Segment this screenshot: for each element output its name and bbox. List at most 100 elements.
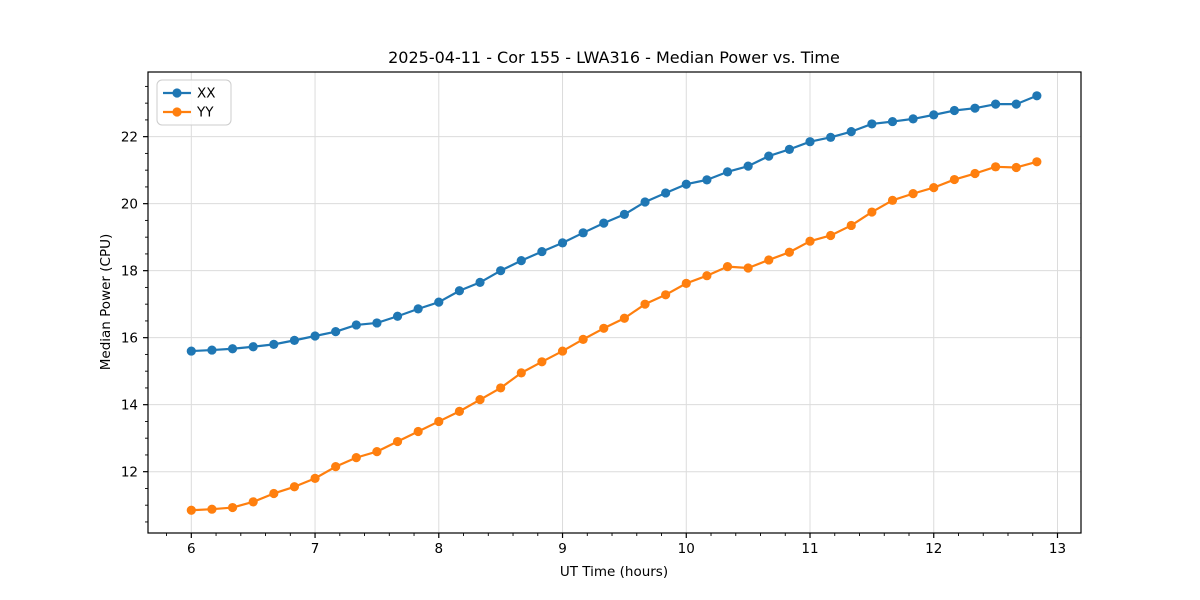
data-point-xx — [1011, 99, 1021, 109]
data-point-yy — [991, 162, 1001, 172]
data-point-yy — [537, 357, 547, 367]
data-point-yy — [846, 220, 856, 231]
legend-item-yy: YY — [163, 105, 214, 121]
legend: XX YY — [156, 79, 232, 126]
x-tick-label: 6 — [187, 541, 196, 557]
y-axis-label: Median Power (CPU) — [98, 234, 114, 370]
y-tick-label: 18 — [121, 263, 138, 279]
x-tick-label: 10 — [678, 541, 695, 557]
x-tick-label: 11 — [801, 541, 818, 557]
data-point-xx — [248, 342, 258, 352]
data-point-xx — [413, 304, 423, 314]
legend-item-xx: XX — [163, 86, 216, 102]
data-point-yy — [929, 182, 939, 193]
data-point-xx — [434, 297, 444, 307]
data-point-yy — [413, 426, 423, 437]
chart-title: 2025-04-11 - Cor 155 - LWA316 - Median P… — [388, 48, 840, 67]
data-point-yy — [764, 255, 774, 265]
data-point-xx — [269, 339, 279, 349]
data-point-yy — [351, 453, 361, 463]
data-point-xx — [207, 345, 217, 355]
data-point-xx — [784, 144, 794, 154]
y-tick-label: 16 — [121, 330, 138, 346]
data-point-yy — [1032, 157, 1042, 167]
y-tick-label: 12 — [121, 464, 138, 480]
data-point-xx — [722, 167, 733, 177]
data-point-yy — [826, 230, 836, 241]
series-yy — [186, 157, 1042, 515]
x-tick-label: 9 — [558, 541, 567, 557]
data-point-yy — [269, 488, 279, 499]
data-point-xx — [578, 228, 588, 238]
data-point-yy — [186, 505, 196, 515]
data-point-yy — [743, 263, 753, 273]
series-line-xx — [191, 94, 1038, 353]
axis-ticks: 6 7 8 9 10 11 12 13 12 14 16 18 20 22 — [121, 85, 1066, 557]
y-tick-label: 22 — [121, 129, 138, 145]
data-point-yy — [887, 195, 898, 205]
data-point-yy — [970, 168, 980, 179]
x-tick-label: 8 — [434, 541, 443, 557]
data-point-xx — [392, 311, 403, 321]
data-point-xx — [826, 132, 836, 142]
data-point-xx — [743, 161, 753, 171]
data-point-xx — [991, 99, 1001, 109]
data-point-xx — [496, 266, 506, 276]
x-tick-label: 12 — [925, 541, 942, 557]
data-point-xx — [310, 331, 320, 341]
data-point-yy — [661, 290, 671, 300]
data-point-yy — [289, 482, 300, 492]
data-point-yy — [392, 436, 403, 447]
data-point-xx — [970, 103, 980, 113]
data-point-yy — [516, 368, 526, 378]
data-point-xx — [186, 346, 196, 356]
data-point-xx — [331, 327, 341, 337]
data-point-yy — [310, 473, 320, 483]
data-point-xx — [537, 246, 547, 257]
x-tick-label: 7 — [311, 541, 320, 557]
axes-frame — [147, 71, 1082, 534]
data-point-yy — [475, 395, 485, 405]
data-point-yy — [248, 497, 258, 507]
data-point-yy — [805, 236, 815, 246]
y-tick-label: 20 — [121, 196, 138, 212]
data-point-xx — [227, 344, 238, 354]
data-point-xx — [887, 116, 898, 127]
data-point-xx — [640, 197, 650, 207]
data-point-xx — [867, 119, 877, 129]
data-point-yy — [722, 262, 733, 272]
data-point-xx — [661, 188, 671, 198]
data-point-yy — [1011, 162, 1021, 173]
data-point-yy — [908, 189, 918, 199]
data-point-xx — [351, 320, 361, 330]
data-point-yy — [227, 502, 238, 513]
data-point-xx — [908, 114, 918, 124]
data-point-xx — [846, 127, 856, 137]
data-point-xx — [475, 277, 485, 287]
data-point-yy — [372, 446, 382, 457]
data-point-yy — [619, 313, 630, 323]
data-point-yy — [454, 406, 465, 416]
data-point-yy — [331, 462, 341, 472]
data-point-xx — [805, 137, 815, 147]
data-point-yy — [207, 504, 217, 514]
data-point-yy — [578, 334, 588, 344]
data-point-xx — [557, 238, 568, 248]
data-point-xx — [372, 318, 382, 328]
data-point-yy — [949, 174, 959, 185]
data-point-yy — [702, 271, 712, 281]
data-point-xx — [289, 335, 300, 345]
grid-lines — [148, 72, 1081, 533]
data-point-yy — [640, 299, 650, 309]
data-point-xx — [619, 209, 630, 219]
data-point-yy — [867, 207, 877, 217]
x-axis-label: UT Time (hours) — [560, 564, 668, 580]
data-point-yy — [434, 416, 444, 427]
y-tick-label: 14 — [121, 397, 138, 413]
data-point-xx — [1032, 91, 1042, 101]
data-point-yy — [681, 278, 691, 288]
data-point-yy — [496, 383, 506, 393]
series-xx — [186, 91, 1042, 356]
